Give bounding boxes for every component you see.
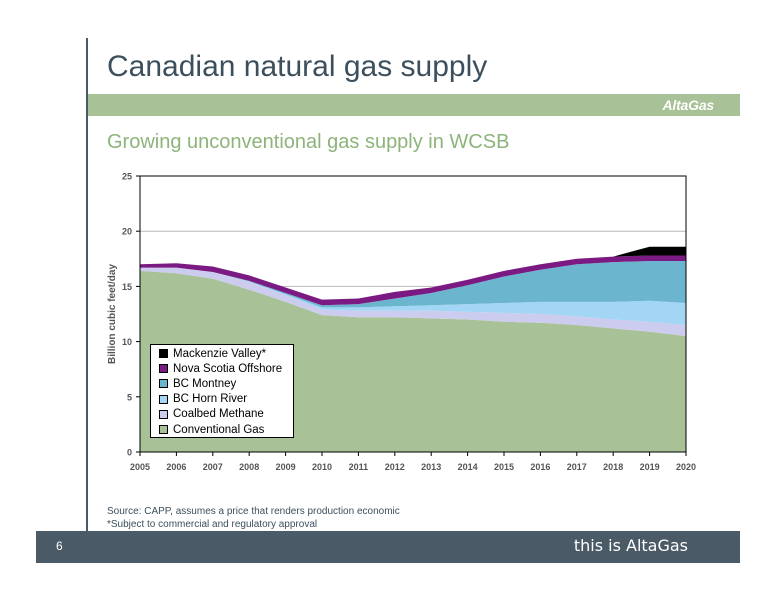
y-axis-label: Billion cubic feet/day [107,264,118,364]
x-tick-label: 2005 [130,462,150,472]
x-tick-label: 2011 [349,462,369,472]
legend-label: BC Horn River [173,393,248,406]
y-tick-label: 15 [122,282,132,292]
y-tick-label: 10 [122,337,132,347]
x-tick-label: 2008 [239,462,259,472]
x-tick-label: 2020 [676,462,696,472]
x-tick-label: 2014 [458,462,478,472]
source-note: Source: CAPP, assumes a price that rende… [107,505,400,531]
x-tick-label: 2018 [603,462,623,472]
header-band [88,94,740,116]
area-bc-horn-river [140,267,686,325]
x-tick-label: 2012 [385,462,405,472]
x-tick-label: 2015 [494,462,514,472]
chart-legend: Mackenzie Valley* Nova Scotia Offshore BC … [150,344,294,438]
legend-swatch [159,409,168,419]
legend-swatch [159,425,168,435]
legend-swatch [159,394,168,404]
y-tick-label: 25 [122,172,132,182]
left-rule [86,38,88,548]
area-coalbed-methane [140,267,686,337]
area-bc-montney [140,261,686,308]
x-tick-label: 2017 [567,462,587,472]
legend-label: Nova Scotia Offshore [173,362,283,375]
legend-swatch [159,379,168,389]
legend-label: Coalbed Methane [173,408,264,421]
slide-title: Canadian natural gas supply [107,50,488,83]
source-line: Source: CAPP, assumes a price that rende… [107,506,400,517]
legend-item-bc-montney: BC Montney [159,376,293,391]
page-number: 6 [56,539,63,553]
altagas-logo: AltaGas [662,97,714,113]
area-mackenzie-valley [140,246,686,300]
x-tick-label: 2016 [530,462,550,472]
legend-item-coalbed-methane: Coalbed Methane [159,407,293,422]
area-nova-scotia-offshore [140,255,686,306]
slide-subtitle: Growing unconventional gas supply in WCS… [107,131,510,153]
legend-label: Conventional Gas [173,423,265,436]
x-tick-label: 2019 [640,462,660,472]
approval-footnote: *Subject to commercial and regulatory ap… [107,519,318,530]
x-tick-label: 2007 [203,462,223,472]
legend-item-bc-horn-river: BC Horn River [159,392,293,407]
x-tick-label: 2009 [276,462,296,472]
footer-bar: 6 this is AltaGas [36,531,740,563]
legend-item-mackenzie-valley: Mackenzie Valley* [159,346,293,361]
plot-frame [139,175,687,453]
legend-label: Mackenzie Valley* [173,347,267,360]
x-tick-label: 2010 [312,462,332,472]
y-tick-label: 20 [122,227,132,237]
x-tick-label: 2013 [421,462,441,472]
legend-swatch [159,349,168,359]
y-tick-label: 5 [127,392,132,402]
legend-item-conventional-gas: Conventional Gas [159,422,293,437]
footer-tagline: this is AltaGas [573,536,688,555]
y-tick-label: 0 [127,448,132,458]
legend-swatch [159,364,168,374]
x-tick-label: 2006 [166,462,186,472]
legend-item-nova-scotia-offshore: Nova Scotia Offshore [159,361,293,376]
legend-label: BC Montney [173,377,237,390]
